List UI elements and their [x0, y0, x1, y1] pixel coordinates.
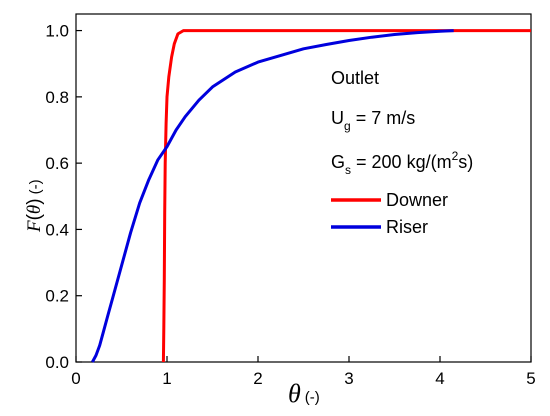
y-tick-label: 0.4 [45, 220, 69, 239]
legend-label-riser: Riser [386, 217, 428, 237]
x-tick-label: 5 [526, 369, 535, 388]
series-line-riser [91, 29, 454, 363]
plot-frame [75, 13, 532, 363]
y-tick-label: 0.0 [45, 353, 69, 372]
y-tick-label: 0.2 [45, 287, 69, 306]
annotation-ug: Ug = 7 m/s [331, 108, 415, 133]
x-axis-title: θ (-) [288, 379, 320, 408]
annotation-title: Outlet [331, 68, 379, 88]
x-tick-label: 2 [253, 369, 262, 388]
x-tick-label: 1 [162, 369, 171, 388]
y-tick-label: 1.0 [45, 22, 69, 41]
legend-label-downer: Downer [386, 190, 448, 210]
tick-labels: 0 1 2 3 4 5 0.0 0.2 0.4 0.6 0.8 1.0 [45, 22, 535, 388]
legend: Downer Riser [331, 190, 448, 237]
y-tick-label: 0.8 [45, 88, 69, 107]
x-tick-label: 0 [71, 369, 80, 388]
annotation-gs: Gs = 200 kg/(m2s) [331, 149, 473, 177]
x-tick-label: 3 [344, 369, 353, 388]
series-line-downer [161, 29, 531, 363]
x-tick-label: 4 [435, 369, 444, 388]
series-lines [91, 29, 531, 363]
y-axis-title: F(θ)(-) [24, 179, 45, 233]
axis-ticks [75, 29, 532, 363]
y-tick-label: 0.6 [45, 154, 69, 173]
